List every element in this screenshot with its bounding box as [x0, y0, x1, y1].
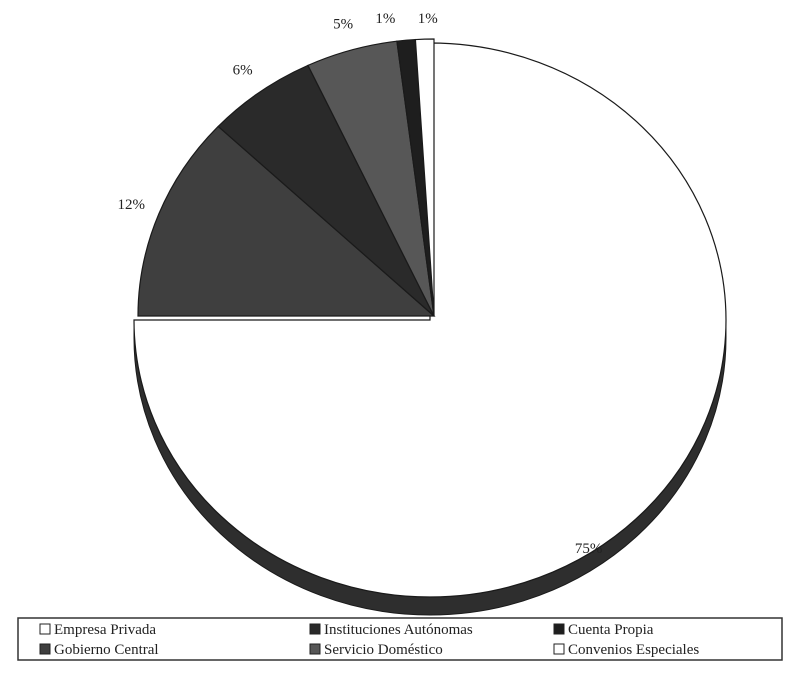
legend: Empresa Privada Instituciones Autónomas Cu…	[17, 617, 783, 661]
pie-label-empresa-privada: 75%	[575, 541, 603, 557]
legend-label-empresa-privada: Empresa Privada	[54, 622, 156, 638]
pie-label-cuenta-propia: 1%	[375, 11, 395, 27]
legend-label-cuenta-propia: Cuenta Propia	[568, 622, 654, 638]
pie-label-gobierno-central: 12%	[118, 197, 146, 213]
legend-label-instituciones-autonomas: Instituciones Autónomas	[324, 622, 473, 638]
pie-label-servicio-domestico: 5%	[333, 16, 353, 32]
legend-swatch-cuenta-propia	[553, 623, 565, 635]
pie-label-convenios-especiales: 1%	[418, 11, 438, 27]
legend-box	[17, 617, 783, 661]
legend-swatch-convenios-especiales	[553, 643, 565, 655]
legend-swatch-empresa-privada	[39, 623, 51, 635]
legend-label-servicio-domestico: Servicio Doméstico	[324, 642, 443, 658]
pie-slice-empresa-privada	[133, 42, 727, 598]
legend-swatch-servicio-domestico	[309, 643, 321, 655]
legend-label-gobierno-central: Gobierno Central	[54, 642, 159, 658]
legend-label-convenios-especiales: Convenios Especiales	[568, 642, 699, 658]
pie-group	[133, 38, 727, 616]
pie-label-instituciones-autonomas: 6%	[233, 62, 253, 78]
pie-slice-gobierno-central	[137, 125, 436, 317]
pie-slice-convenios-especiales	[414, 38, 435, 317]
legend-swatch-instituciones-autonomas	[309, 623, 321, 635]
pie-labels: 75% 12% 6% 5% 1% 1%	[118, 11, 603, 557]
legend-swatch-gobierno-central	[39, 643, 51, 655]
